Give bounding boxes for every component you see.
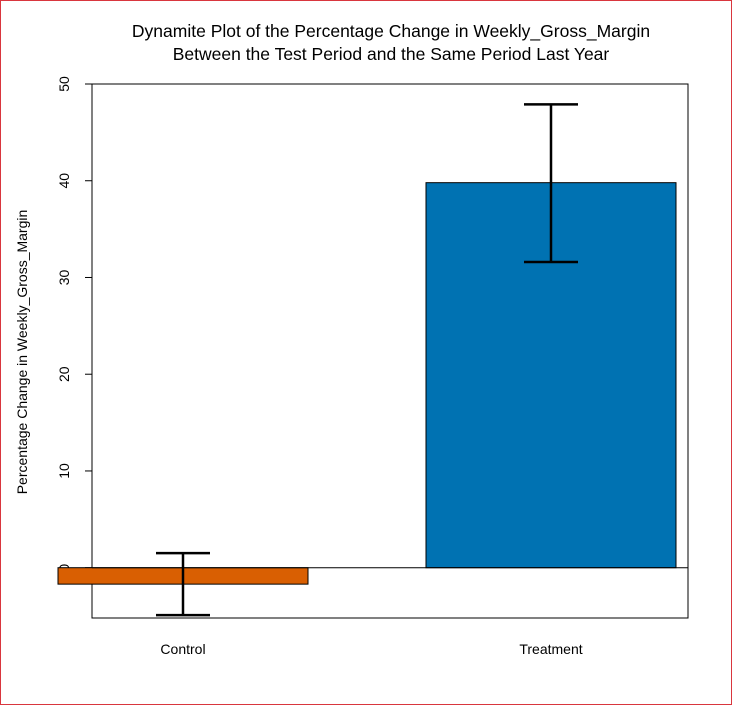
y-tick-label-20: 20 <box>56 366 72 382</box>
y-tick-label-10: 10 <box>56 463 72 479</box>
plot-area: 01020304050ControlTreatment <box>56 76 689 657</box>
x-category-label-treatment: Treatment <box>519 641 582 657</box>
chart-title-line-1: Dynamite Plot of the Percentage Change i… <box>132 21 650 42</box>
x-category-label-control: Control <box>160 641 205 657</box>
y-tick-label-30: 30 <box>56 269 72 285</box>
y-tick-label-50: 50 <box>56 76 72 92</box>
chart-title: Dynamite Plot of the Percentage Change i… <box>132 21 650 64</box>
plot-border <box>91 83 689 619</box>
chart-title-line-2: Between the Test Period and the Same Per… <box>173 44 610 64</box>
y-tick-label-40: 40 <box>56 173 72 189</box>
y-axis-label: Percentage Change in Weekly_Gross_Margin <box>14 210 30 495</box>
